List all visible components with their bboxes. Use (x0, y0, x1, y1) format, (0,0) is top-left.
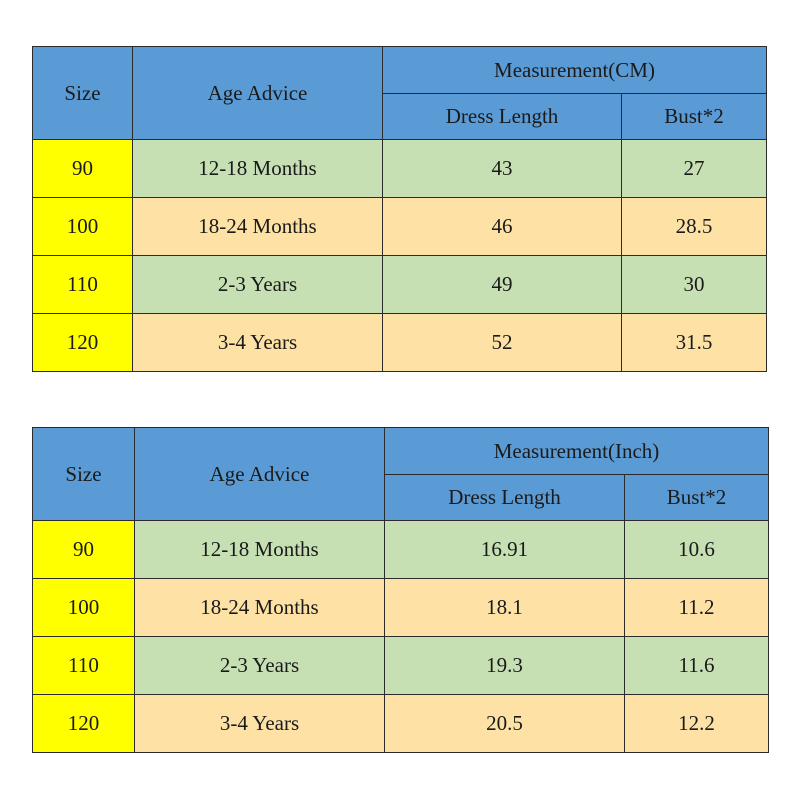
age-cell: 18-24 Months (134, 578, 385, 637)
bust-cell: 11.6 (624, 636, 769, 695)
bust-cell: 10.6 (624, 520, 769, 579)
dress-length-cell: 43 (382, 139, 622, 198)
table-row: 100 18-24 Months 46 28.5 (32, 197, 767, 256)
age-cell: 2-3 Years (134, 636, 385, 695)
age-cell: 3-4 Years (134, 694, 385, 753)
bust-cell: 11.2 (624, 578, 769, 637)
size-cell: 120 (32, 313, 133, 372)
size-cell: 110 (32, 255, 133, 314)
header-dress-length: Dress Length (382, 93, 622, 140)
header-size: Size (32, 427, 135, 521)
table-row: 100 18-24 Months 18.1 11.2 (32, 578, 769, 637)
dress-length-cell: 20.5 (384, 694, 625, 753)
table-row: 120 3-4 Years 52 31.5 (32, 313, 767, 372)
size-cell: 100 (32, 197, 133, 256)
size-chart-inch-table: Size Age Advice Measurement(Inch) Dress … (32, 427, 769, 753)
dress-length-cell: 49 (382, 255, 622, 314)
dress-length-cell: 46 (382, 197, 622, 256)
header-age-advice: Age Advice (132, 46, 383, 140)
size-cell: 90 (32, 520, 135, 579)
size-chart-cm-table: Size Age Advice Measurement(CM) Dress Le… (32, 46, 767, 372)
bust-cell: 28.5 (621, 197, 767, 256)
bust-cell: 31.5 (621, 313, 767, 372)
header-dress-length: Dress Length (384, 474, 625, 521)
age-cell: 18-24 Months (132, 197, 383, 256)
age-cell: 12-18 Months (132, 139, 383, 198)
header-bust: Bust*2 (621, 93, 767, 140)
header-age-advice: Age Advice (134, 427, 385, 521)
header-measurement: Measurement(CM) (382, 46, 767, 94)
bust-cell: 27 (621, 139, 767, 198)
header-bust: Bust*2 (624, 474, 769, 521)
bust-cell: 30 (621, 255, 767, 314)
bust-cell: 12.2 (624, 694, 769, 753)
table-row: 90 12-18 Months 16.91 10.6 (32, 520, 769, 579)
size-cell: 100 (32, 578, 135, 637)
dress-length-cell: 16.91 (384, 520, 625, 579)
dress-length-cell: 19.3 (384, 636, 625, 695)
header-size: Size (32, 46, 133, 140)
table-row: 110 2-3 Years 19.3 11.6 (32, 636, 769, 695)
age-cell: 2-3 Years (132, 255, 383, 314)
size-cell: 110 (32, 636, 135, 695)
age-cell: 12-18 Months (134, 520, 385, 579)
dress-length-cell: 18.1 (384, 578, 625, 637)
size-cell: 90 (32, 139, 133, 198)
size-cell: 120 (32, 694, 135, 753)
table-row: 110 2-3 Years 49 30 (32, 255, 767, 314)
age-cell: 3-4 Years (132, 313, 383, 372)
dress-length-cell: 52 (382, 313, 622, 372)
table-row: 90 12-18 Months 43 27 (32, 139, 767, 198)
header-measurement: Measurement(Inch) (384, 427, 769, 475)
table-row: 120 3-4 Years 20.5 12.2 (32, 694, 769, 753)
